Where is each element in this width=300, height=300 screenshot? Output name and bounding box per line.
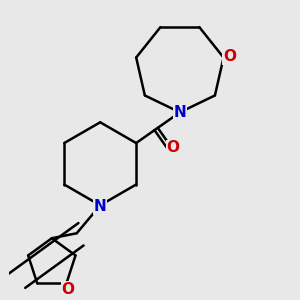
Text: O: O: [61, 282, 75, 297]
Text: O: O: [167, 140, 179, 155]
Text: O: O: [223, 50, 236, 64]
Text: N: N: [173, 105, 186, 120]
Text: N: N: [94, 200, 106, 214]
